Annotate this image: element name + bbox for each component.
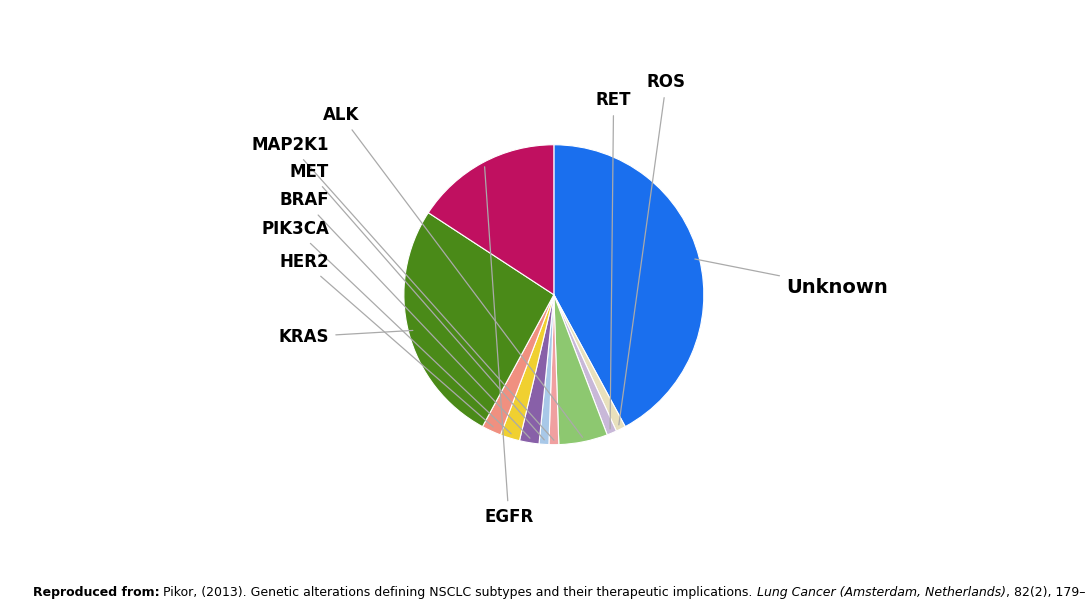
Text: Pikor, (2013). Genetic alterations defining NSCLC subtypes and their therapeutic: Pikor, (2013). Genetic alterations defin… <box>160 586 757 599</box>
Wedge shape <box>519 295 554 444</box>
Text: Reproduced from:: Reproduced from: <box>33 586 160 599</box>
Wedge shape <box>554 295 617 435</box>
Wedge shape <box>428 145 554 295</box>
Text: , 82(2), 179–189. © 2013 The Authors: , 82(2), 179–189. © 2013 The Authors <box>1006 586 1086 599</box>
Text: ROS: ROS <box>619 73 686 425</box>
Wedge shape <box>539 295 554 445</box>
Wedge shape <box>554 295 607 445</box>
Text: BRAF: BRAF <box>279 191 530 438</box>
Text: KRAS: KRAS <box>278 328 413 346</box>
Wedge shape <box>554 295 626 431</box>
Text: MAP2K1: MAP2K1 <box>251 136 554 440</box>
Text: EGFR: EGFR <box>484 167 533 526</box>
Wedge shape <box>554 145 704 427</box>
Text: ALK: ALK <box>323 106 582 437</box>
Text: RET: RET <box>596 91 631 429</box>
Wedge shape <box>501 295 554 441</box>
Text: PIK3CA: PIK3CA <box>261 220 512 434</box>
Wedge shape <box>482 295 554 435</box>
Text: HER2: HER2 <box>279 253 493 427</box>
Wedge shape <box>404 212 554 427</box>
Wedge shape <box>548 295 559 445</box>
Text: Lung Cancer (Amsterdam, Netherlands): Lung Cancer (Amsterdam, Netherlands) <box>757 586 1006 599</box>
Text: Unknown: Unknown <box>695 259 888 297</box>
Text: MET: MET <box>290 163 544 440</box>
